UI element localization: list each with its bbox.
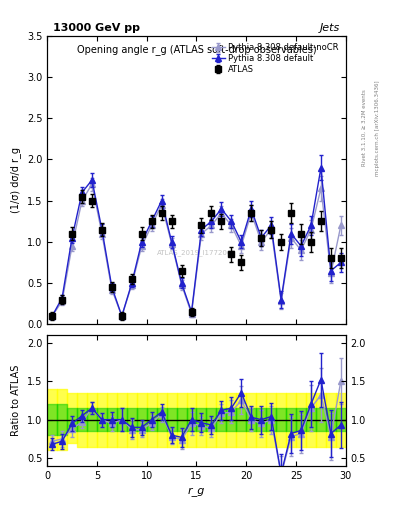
Text: 13000 GeV pp: 13000 GeV pp xyxy=(53,23,140,33)
Legend: Pythia 8.308 default-noCR, Pythia 8.308 default, ATLAS: Pythia 8.308 default-noCR, Pythia 8.308 … xyxy=(209,40,342,77)
X-axis label: r_g: r_g xyxy=(188,486,205,496)
Text: ATLAS_2019_I1772062: ATLAS_2019_I1772062 xyxy=(157,249,236,255)
Text: Jets: Jets xyxy=(320,23,340,33)
Text: mcplots.cern.ch [arXiv:1306.3436]: mcplots.cern.ch [arXiv:1306.3436] xyxy=(375,80,380,176)
Text: Opening angle r_g (ATLAS soft-drop observables): Opening angle r_g (ATLAS soft-drop obser… xyxy=(77,45,316,55)
Y-axis label: (1/σ) dσ/d r_g: (1/σ) dσ/d r_g xyxy=(10,147,21,213)
Y-axis label: Ratio to ATLAS: Ratio to ATLAS xyxy=(11,365,21,436)
Text: Rivet 3.1.10, ≥ 3.2M events: Rivet 3.1.10, ≥ 3.2M events xyxy=(362,90,367,166)
